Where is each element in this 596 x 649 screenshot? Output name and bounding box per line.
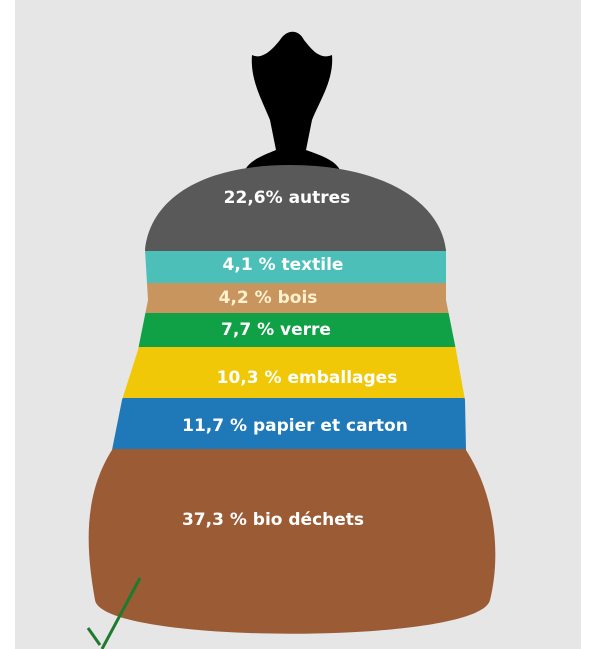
segment-label: 37,3 % bio déchets [182, 510, 364, 530]
bag-body [88, 165, 496, 634]
bag-segment [88, 283, 496, 313]
labels: 22,6% autres 4,1 % textile 4,2 % bois 7,7 %… [182, 188, 408, 530]
bag-knot [245, 31, 340, 170]
bag-segment [88, 347, 496, 398]
bag-segment [88, 449, 496, 634]
segment-label: 4,2 % bois [219, 288, 318, 308]
bag-segment [88, 398, 496, 449]
segment-label: 22,6% autres [224, 188, 351, 208]
segment-label: 10,3 % emballages [217, 368, 398, 388]
bag-segment [88, 313, 496, 347]
bag-segment [88, 251, 496, 283]
segment-label: 7,7 % verre [221, 320, 331, 340]
segment-label: 11,7 % papier et carton [182, 416, 408, 436]
check-mark [86, 577, 142, 649]
segment-label: 4,1 % textile [223, 255, 344, 275]
